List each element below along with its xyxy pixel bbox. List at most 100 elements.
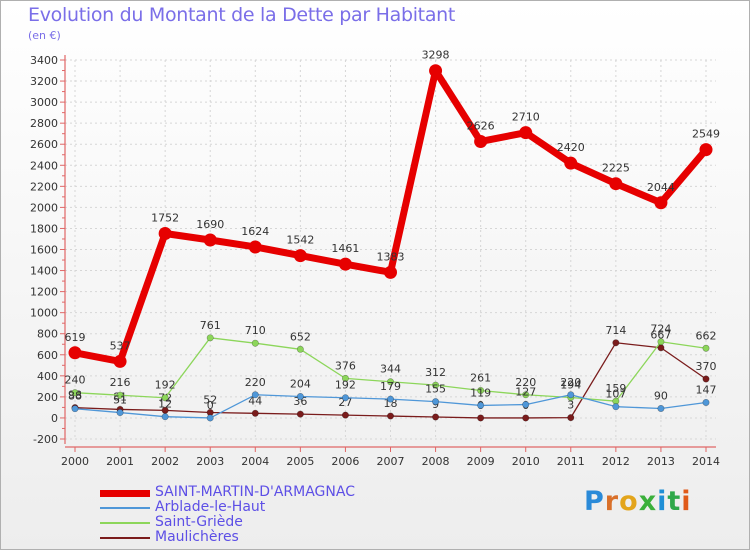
x-tick-label: 2005 — [286, 455, 314, 468]
data-label: 107 — [605, 388, 626, 401]
data-point — [567, 391, 575, 399]
legend-label-saint-martin: SAINT-MARTIN-D'ARMAGNAC — [155, 484, 355, 500]
data-label: 1624 — [241, 225, 269, 238]
x-tick-label: 2003 — [196, 455, 224, 468]
data-label: 1542 — [286, 234, 314, 247]
data-point — [474, 134, 488, 148]
data-point — [702, 344, 710, 352]
data-label: 261 — [470, 371, 491, 384]
data-point — [702, 398, 710, 406]
data-point — [203, 233, 217, 247]
data-point — [432, 381, 440, 389]
data-label: 2225 — [602, 162, 630, 175]
data-point — [477, 386, 485, 394]
data-point — [657, 338, 665, 346]
data-label: 192 — [155, 379, 176, 392]
data-point — [657, 404, 665, 412]
x-tick-label: 2011 — [557, 455, 585, 468]
data-label: 27 — [338, 396, 352, 409]
data-label: 204 — [290, 377, 311, 390]
chart-title: Evolution du Montant de la Dette par Hab… — [28, 4, 456, 26]
x-tick-label: 2012 — [602, 455, 630, 468]
data-point — [612, 339, 620, 347]
data-point — [702, 375, 710, 383]
data-point — [68, 346, 82, 360]
data-label: 312 — [425, 366, 446, 379]
data-label: 220 — [560, 376, 581, 389]
data-label: 119 — [470, 386, 491, 399]
data-point — [386, 395, 394, 403]
legend-label-saint-griede: Saint-Griède — [155, 514, 243, 530]
data-label: 2044 — [647, 181, 675, 194]
data-point — [161, 413, 169, 421]
data-point — [654, 196, 668, 210]
data-point — [564, 156, 578, 170]
data-label: 159 — [605, 382, 626, 395]
data-point — [432, 398, 440, 406]
data-point — [116, 391, 124, 399]
x-tick-label: 2014 — [692, 455, 720, 468]
data-point — [522, 391, 530, 399]
data-label: 216 — [110, 376, 131, 389]
data-point — [71, 405, 79, 413]
y-tick-label: 1600 — [30, 244, 58, 257]
logo-letter: t — [667, 486, 682, 517]
y-tick-label: 600 — [37, 349, 58, 362]
y-tick-label: 2800 — [30, 117, 58, 130]
data-label: 714 — [605, 324, 626, 337]
data-label: 2626 — [467, 119, 495, 132]
x-tick-label: 2004 — [241, 455, 269, 468]
data-point — [293, 249, 307, 263]
data-label: 761 — [200, 319, 221, 332]
proxiti-logo: Proxiti — [584, 486, 692, 517]
y-tick-label: 2000 — [30, 201, 58, 214]
legend-label-maulicheres: Maulichères — [155, 529, 239, 545]
y-tick-label: 3000 — [30, 96, 58, 109]
x-tick-label: 2000 — [61, 455, 89, 468]
data-label: 18 — [384, 397, 398, 410]
data-label: 537 — [110, 339, 131, 352]
y-tick-label: 1000 — [30, 307, 58, 320]
y-tick-label: 400 — [37, 370, 58, 383]
data-label: 344 — [380, 363, 401, 376]
data-label: 127 — [515, 386, 536, 399]
data-label: 240 — [65, 374, 86, 387]
y-tick-label: 3200 — [30, 75, 58, 88]
unit-label: (en €) — [28, 29, 61, 42]
data-label: 667 — [650, 329, 671, 342]
data-point — [384, 265, 397, 279]
data-label: 147 — [696, 383, 717, 396]
data-point — [341, 411, 349, 419]
data-point — [386, 378, 394, 386]
y-tick-label: 1800 — [30, 222, 58, 235]
data-label: 155 — [425, 383, 446, 396]
y-tick-label: -200 — [33, 433, 58, 446]
data-point — [567, 414, 575, 422]
data-point — [477, 414, 485, 422]
data-point — [477, 401, 485, 409]
data-label: 2420 — [557, 141, 585, 154]
data-point — [296, 392, 304, 400]
legend-swatch-saint-martin — [100, 489, 150, 497]
data-point — [341, 394, 349, 402]
data-point — [699, 143, 713, 157]
data-label: 1752 — [151, 211, 179, 224]
y-tick-label: 2600 — [30, 138, 58, 151]
data-point — [386, 412, 394, 420]
data-point — [522, 414, 530, 422]
data-label: 370 — [696, 360, 717, 373]
data-label: 710 — [245, 324, 266, 337]
y-tick-label: 200 — [37, 391, 58, 404]
logo-letter: r — [604, 486, 620, 517]
x-tick-label: 2006 — [331, 455, 359, 468]
data-label: 194 — [560, 379, 581, 392]
logo-letter: i — [681, 486, 692, 517]
data-point — [612, 403, 620, 411]
data-point — [338, 257, 352, 271]
data-label: 44 — [248, 394, 262, 407]
data-point — [519, 126, 533, 140]
data-label: 1461 — [331, 242, 359, 255]
data-label: 0 — [207, 399, 214, 412]
